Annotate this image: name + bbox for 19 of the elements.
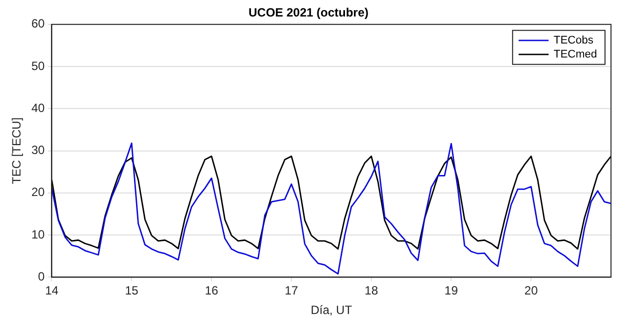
x-tick-label: 14 [45,284,59,298]
y-tick-label: 0 [38,270,46,284]
x-tick-label: 15 [124,284,139,298]
legend-label: TECmed [554,48,598,60]
x-tick-label: 17 [284,284,298,298]
y-tick-label: 20 [31,185,46,200]
x-axis-title: Día, UT [310,303,353,318]
x-tick-label: 19 [444,284,458,298]
x-tick-label: 20 [524,284,538,298]
y-tick-label: 50 [31,58,46,73]
y-tick-label: 40 [31,100,46,115]
legend-label: TECobs [554,34,594,46]
chart-title: UCOE 2021 (octubre) [248,6,369,20]
y-tick-label: 10 [31,227,46,242]
x-tick-label: 18 [364,284,378,298]
y-tick-label: 60 [31,16,46,31]
y-tick-label: 30 [31,143,46,158]
y-axis-title: TEC [TECU] [10,117,24,184]
x-tick-label: 16 [204,284,219,298]
